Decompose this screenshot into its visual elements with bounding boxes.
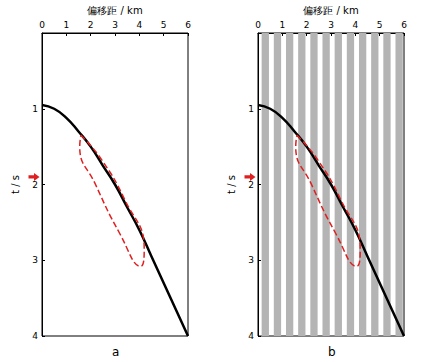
svg-text:0: 0 [255, 20, 261, 30]
svg-text:4: 4 [32, 331, 38, 341]
svg-text:5: 5 [377, 20, 383, 30]
svg-text:4: 4 [248, 331, 254, 341]
svg-text:1: 1 [63, 20, 69, 30]
svg-text:2: 2 [32, 180, 38, 190]
svg-text:5: 5 [161, 20, 167, 30]
svg-text:t / s: t / s [10, 175, 21, 194]
svg-text:4: 4 [136, 20, 142, 30]
svg-text:1: 1 [279, 20, 285, 30]
svg-text:偏移距 / km: 偏移距 / km [303, 5, 358, 16]
svg-text:3: 3 [328, 20, 334, 30]
svg-text:2: 2 [248, 180, 254, 190]
svg-text:0: 0 [39, 20, 45, 30]
svg-text:2: 2 [304, 20, 310, 30]
svg-text:3: 3 [248, 255, 254, 265]
svg-text:6: 6 [401, 20, 407, 30]
svg-text:3: 3 [112, 20, 118, 30]
svg-text:3: 3 [32, 255, 38, 265]
svg-text:1: 1 [248, 104, 254, 114]
svg-text:b: b [328, 345, 336, 359]
svg-text:t / s: t / s [226, 175, 237, 194]
svg-text:a: a [112, 345, 119, 359]
svg-text:偏移距 / km: 偏移距 / km [87, 5, 142, 16]
svg-text:1: 1 [32, 104, 38, 114]
svg-text:2: 2 [88, 20, 94, 30]
svg-text:6: 6 [185, 20, 191, 30]
svg-text:4: 4 [352, 20, 358, 30]
